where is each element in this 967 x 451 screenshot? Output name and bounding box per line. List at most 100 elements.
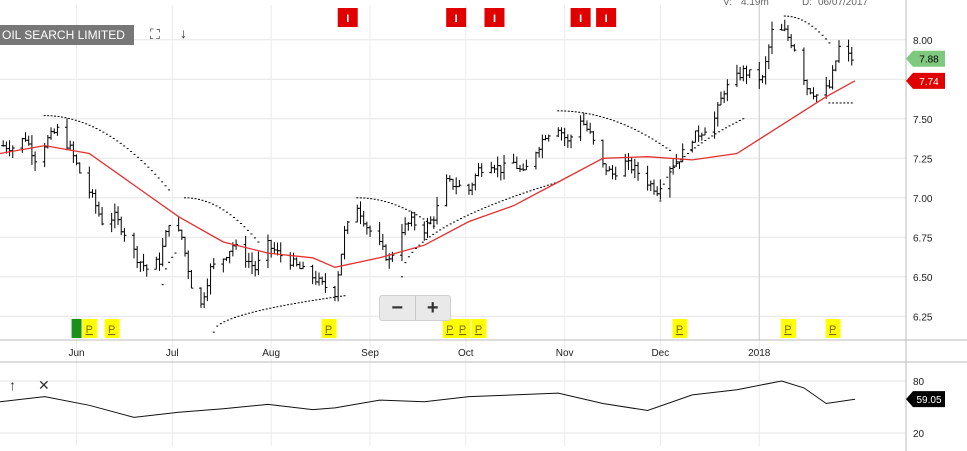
sar-dot [265,308,268,310]
event-marker-p: P [321,319,337,338]
event-marker-p-label: P [676,324,683,336]
sar-dot [828,102,831,104]
sar-dot [725,127,728,129]
x-tick-label: Jul [166,348,179,359]
sar-dot [564,110,567,112]
sar-dot [315,299,318,301]
sar-dot [578,111,581,113]
price-bar [792,44,797,52]
price-bar [323,273,328,293]
price-bar [524,159,529,171]
arrow-up-icon[interactable]: ↑ [9,377,16,393]
sar-dot [318,298,321,300]
sar-dot [666,176,669,178]
price-bar [591,130,596,145]
sar-dot [194,198,197,200]
event-marker-p: P [780,319,796,338]
sar-dot [95,128,98,130]
sar-dot [634,129,637,131]
event-marker-i: I [446,8,467,27]
sar-dot [680,159,683,161]
sar-dot [211,203,214,205]
event-marker-p-label: P [829,324,836,336]
sar-dot [391,203,394,205]
sar-dot [204,200,207,202]
sar-dot [546,184,549,186]
sar-dot [797,18,800,20]
sar-dot [501,200,504,202]
sar-dot [470,213,473,215]
sar-dot [198,198,201,200]
sar-dot [394,204,397,206]
arrow-down-icon[interactable]: ↓ [180,25,187,41]
event-marker-p: P [104,319,120,338]
event-marker-p-box [82,319,98,338]
price-bar [211,258,216,270]
sar-dot [150,170,153,172]
sar-dot [651,138,654,140]
sar-dot [529,190,532,192]
event-marker-p-box [825,319,841,338]
sar-dot [814,28,817,30]
sar-dot [232,216,235,218]
date-value: 06/07/2017 [818,0,869,8]
sar-dot [429,223,432,225]
sar-dot [522,192,525,194]
sar-dot [505,198,508,200]
x-tick-label: 2018 [748,348,771,359]
price-bar [144,264,149,277]
price-bar [849,46,854,66]
sar-dot [130,150,133,152]
sar-dot [109,135,112,137]
sar-dot [380,200,383,202]
sar-dot [363,197,366,199]
sar-dot [536,188,539,190]
sar-dot [248,312,251,314]
event-marker-i-label: I [455,13,458,25]
sar-dot [400,276,403,278]
sar-dot [329,297,332,299]
sar-dot [690,150,693,152]
event-marker-i: I [570,8,591,27]
zoom-in-button[interactable]: + [426,297,439,319]
price-bar [747,69,752,79]
sar-dot [408,210,411,212]
sar-dot [359,197,362,199]
sar-dot [168,261,171,263]
price-bar [814,94,819,102]
sar-dot [243,226,246,228]
sar-dot [661,145,664,147]
zoom-out-button[interactable]: − [391,297,404,319]
sar-dot [839,102,842,104]
sar-dot [325,297,328,299]
sar-dot [126,148,129,150]
sar-dot [707,137,710,139]
sar-dot [164,268,167,270]
last-price-badge: 7.88 [906,50,945,67]
sar-dot [223,321,226,323]
volume-label: V: [723,0,733,8]
sar-dot [418,244,421,246]
price-bar [301,261,306,270]
sar-dot [807,23,810,25]
sar-dot [216,325,219,327]
sar-dot [668,149,671,151]
expand-icon[interactable]: ⛶ [150,26,160,42]
sar-dot [659,200,662,202]
price-bars-layer [1,19,854,308]
sar-dot [407,256,410,258]
sar-dot [47,115,50,117]
sar-dot [147,166,150,168]
oscillator-badge: 59.05 [906,391,945,408]
sar-dot [512,196,515,198]
sar-dot [322,298,325,300]
sar-dot [311,299,314,301]
sar-dot [581,112,584,114]
sar-dot [714,133,717,135]
sar-dot [704,139,707,141]
event-marker-i-label: I [493,13,496,25]
sar-dot [647,136,650,138]
sar-dot [301,301,304,303]
close-icon[interactable]: ✕ [38,377,50,393]
